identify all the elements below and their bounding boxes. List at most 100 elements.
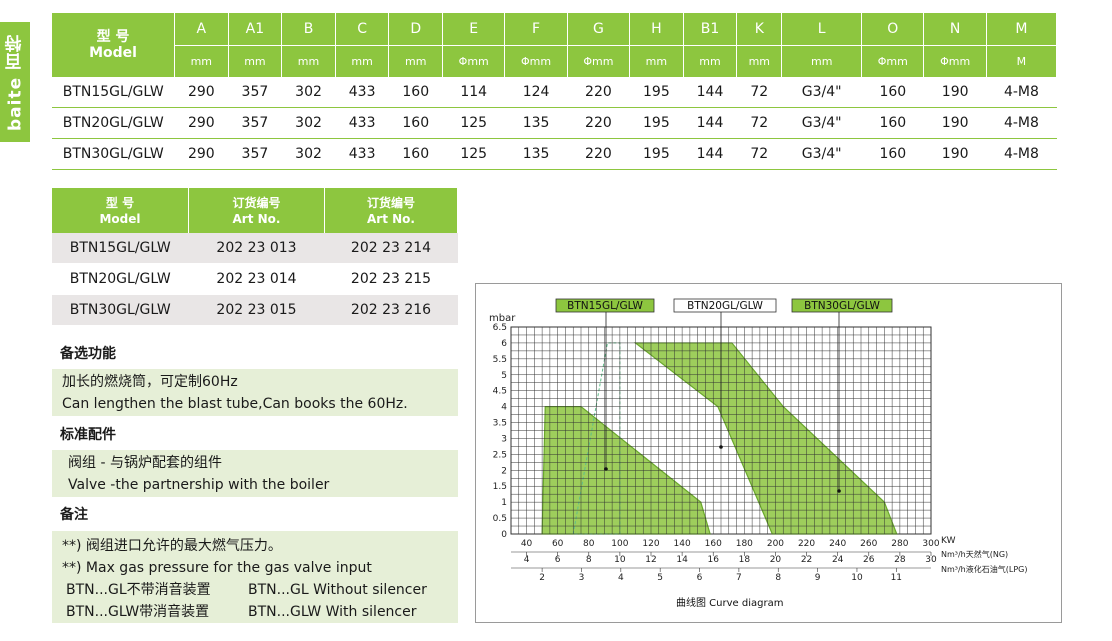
spec-cell: 135 bbox=[504, 107, 568, 139]
spec-unit-4: mm bbox=[388, 45, 444, 77]
ng-tick-label: 26 bbox=[863, 555, 875, 565]
ng-tick-label: 30 bbox=[925, 555, 937, 565]
spec-cell: 190 bbox=[923, 138, 987, 170]
chart-title: 曲线图 Curve diagram bbox=[676, 596, 783, 609]
spec-cell: 433 bbox=[335, 107, 389, 139]
spec-cell: 160 bbox=[861, 77, 924, 108]
ng-tick-label: 8 bbox=[586, 555, 592, 565]
lpg-tick-label: 11 bbox=[891, 573, 902, 583]
note-line2a: BTN...GL不带消音装置 bbox=[66, 582, 211, 598]
notes-title: 备注 bbox=[60, 507, 88, 523]
lpg-tick-label: 9 bbox=[815, 573, 821, 583]
order-art1-cell: 202 23 013 bbox=[188, 233, 325, 264]
order-art2-cell: 202 23 216 bbox=[324, 294, 458, 326]
standard-title: 标准配件 bbox=[60, 427, 116, 443]
table-row: BTN15GL/GLW 202 23 013 202 23 214 bbox=[52, 233, 458, 264]
model-cn: 型 号 bbox=[96, 29, 130, 45]
x-tick-label: 160 bbox=[705, 539, 722, 549]
spec-col-9: B1 bbox=[683, 13, 738, 46]
x-axis-label: KW bbox=[941, 536, 956, 546]
notes-box: **) 阀组进口允许的最大燃气压力。 **) Max gas pressure … bbox=[52, 531, 458, 623]
spec-unit-10: mm bbox=[736, 45, 783, 77]
order-model-cn: 型 号 bbox=[105, 195, 135, 210]
spec-cell: 4-M8 bbox=[986, 107, 1057, 139]
spec-cell: 72 bbox=[736, 77, 782, 108]
note-line3a: BTN...GLW带消音装置 bbox=[66, 604, 210, 620]
legend-box-2 bbox=[791, 298, 893, 313]
standard-line-en: Valve -the partnership with the boiler bbox=[68, 477, 330, 493]
spec-cell: 302 bbox=[281, 138, 336, 170]
standard-line-cn: 阀组 - 与锅炉配套的组件 bbox=[68, 455, 222, 471]
lpg-tick-label: 6 bbox=[697, 573, 703, 583]
order-art2-cell: 202 23 215 bbox=[324, 263, 458, 295]
order-model-cell: BTN15GL/GLW bbox=[52, 233, 189, 264]
y-tick-label: 0 bbox=[501, 530, 507, 540]
spec-cell: 220 bbox=[567, 77, 630, 108]
y-tick-label: 3 bbox=[501, 434, 507, 444]
table-row: BTN30GL/GLW 202 23 015 202 23 216 bbox=[52, 294, 458, 326]
optional-box: 加长的燃烧筒，可定制60Hz Can lengthen the blast tu… bbox=[52, 369, 458, 416]
spec-model-cell: BTN20GL/GLW bbox=[52, 107, 175, 139]
order-model-cell: BTN20GL/GLW bbox=[52, 263, 189, 295]
spec-cell: 357 bbox=[228, 138, 282, 170]
spec-cell: 302 bbox=[281, 77, 336, 108]
x-tick-label: 60 bbox=[552, 539, 564, 549]
spec-col-5: E bbox=[442, 13, 506, 46]
y-tick-label: 4 bbox=[501, 403, 507, 413]
x-tick-label: 280 bbox=[891, 539, 908, 549]
leader-dot-1 bbox=[719, 445, 723, 449]
order-art1-cn: 订货编号 bbox=[232, 195, 281, 210]
spec-cell: 195 bbox=[629, 107, 684, 139]
spec-cell: 4-M8 bbox=[986, 138, 1057, 170]
leader-dot-2 bbox=[837, 489, 841, 493]
y-tick-label: 6.5 bbox=[493, 323, 507, 333]
y-tick-label: 2 bbox=[501, 466, 507, 476]
spec-cell: 72 bbox=[736, 138, 782, 170]
spec-cell: G3/4" bbox=[781, 107, 862, 139]
spec-cell: 135 bbox=[504, 138, 568, 170]
spec-cell: 190 bbox=[923, 77, 987, 108]
spec-col-4: D bbox=[388, 13, 444, 46]
spec-unit-5: Φmm bbox=[442, 45, 506, 77]
spec-cell: 144 bbox=[683, 77, 737, 108]
spec-table: 型 号 Model A A1 B C D E F G H B1 K L O N M mm mm mm mm mm Φm… bbox=[52, 13, 1058, 170]
spec-cell: 195 bbox=[629, 138, 684, 170]
spec-cell: 125 bbox=[442, 138, 505, 170]
y-tick-label: 5 bbox=[501, 371, 507, 381]
ng-tick-label: 18 bbox=[739, 555, 751, 565]
curve-diagram-box: 0 0.5 1 1.5 2 2.5 3 3.5 4 4.5 5 5.5 6 6.5 mbar 40 60 80 10… bbox=[475, 283, 1062, 623]
ng-tick-label: 12 bbox=[645, 555, 656, 565]
legend-box-1 bbox=[673, 298, 777, 313]
spec-cell: 72 bbox=[736, 107, 782, 139]
y-tick-label: 4.5 bbox=[493, 387, 507, 397]
spec-model-cell: BTN15GL/GLW bbox=[52, 77, 175, 108]
lpg-tick-label: 8 bbox=[775, 573, 781, 583]
note-line2b: BTN...GL Without silencer bbox=[248, 582, 427, 598]
ng-axis-label: Nm³/h天然气(NG) bbox=[941, 549, 1008, 559]
spec-col-13: N bbox=[923, 13, 987, 46]
lpg-tick-label: 7 bbox=[736, 573, 742, 583]
model-en: Model bbox=[89, 45, 137, 61]
spec-col-7: G bbox=[567, 13, 631, 46]
spec-unit-8: mm bbox=[629, 45, 684, 77]
note-line3: BTN...GLW带消音装置 BTN...GLW With silencer bbox=[62, 601, 458, 623]
optional-title: 备选功能 bbox=[60, 346, 116, 362]
note-line1-cn: **) 阀组进口允许的最大燃气压力。 bbox=[62, 538, 282, 554]
spec-cell: 4-M8 bbox=[986, 77, 1057, 108]
lpg-tick-label: 5 bbox=[657, 573, 663, 583]
ng-tick-label: 4 bbox=[524, 555, 530, 565]
order-art2-header: 订货编号 Art No. bbox=[324, 188, 458, 233]
spec-unit-9: mm bbox=[683, 45, 738, 77]
legend-label-1: BTN20GL/GLW bbox=[687, 300, 763, 312]
optional-line-en: Can lengthen the blast tube,Can books th… bbox=[62, 396, 408, 412]
ng-tick-label: 24 bbox=[832, 555, 844, 565]
y-tick-label: 3.5 bbox=[493, 419, 507, 429]
spec-cell: 220 bbox=[567, 107, 630, 139]
y-tick-label: 2.5 bbox=[493, 450, 507, 460]
spec-unit-14: M bbox=[986, 45, 1058, 77]
x-tick-label: 140 bbox=[674, 539, 691, 549]
spec-col-10: K bbox=[736, 13, 783, 46]
x-tick-label: 120 bbox=[642, 539, 659, 549]
spec-cell: 124 bbox=[504, 77, 568, 108]
legend-box-0 bbox=[555, 298, 655, 313]
